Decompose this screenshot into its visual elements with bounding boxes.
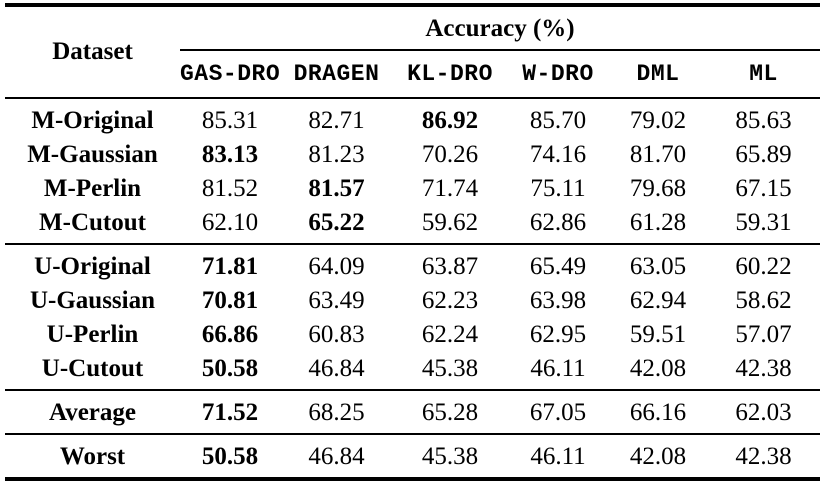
value-cell: 46.84 xyxy=(308,443,365,470)
value-cell: 46.84 xyxy=(308,355,365,382)
table-section: Worst 50.58 46.84 45.38 46.11 42.08 42.38 xyxy=(5,434,820,479)
dataset-column-header: Dataset xyxy=(52,38,133,65)
group-header-row: Dataset Accuracy (%) xyxy=(5,5,820,65)
value-cell: 62.03 xyxy=(735,399,792,426)
value-cell: 61.28 xyxy=(629,209,687,236)
value-cell: 81.52 xyxy=(201,175,259,202)
value-cell: 81.23 xyxy=(308,141,365,168)
row-label: U-Perlin xyxy=(46,321,139,348)
row-label: U-Original xyxy=(34,253,151,280)
value-cell: 83.13 xyxy=(201,141,259,168)
value-cell: 45.38 xyxy=(421,355,479,382)
value-cell: 62.95 xyxy=(529,321,587,348)
row-label: M-Cutout xyxy=(39,209,146,236)
table-row: U-Perlin 66.86 60.83 62.24 62.95 59.51 57.07 xyxy=(5,318,820,352)
column-header-ml: ML xyxy=(749,61,778,87)
value-cell: 63.87 xyxy=(421,253,479,280)
value-cell: 42.08 xyxy=(629,355,687,382)
row-label: U-Gaussian xyxy=(29,287,156,314)
value-cell: 62.94 xyxy=(629,287,687,314)
value-cell: 66.86 xyxy=(201,321,259,348)
value-cell: 67.15 xyxy=(735,175,792,202)
table-row: U-Original 71.81 64.09 63.87 65.49 63.05 60.22 xyxy=(5,244,820,284)
value-cell: 62.10 xyxy=(201,209,259,236)
value-cell: 46.11 xyxy=(530,355,586,382)
value-cell: 65.49 xyxy=(529,253,587,280)
table-row: M-Perlin 81.52 81.57 71.74 75.11 79.68 67.15 xyxy=(5,172,820,206)
value-cell: 67.05 xyxy=(529,399,587,426)
value-cell: 60.22 xyxy=(735,253,792,280)
value-cell: 42.38 xyxy=(735,355,792,382)
value-cell: 70.81 xyxy=(201,287,259,314)
column-header-kl-dro: KL-DRO xyxy=(407,61,493,87)
value-cell: 50.58 xyxy=(201,355,259,382)
value-cell: 85.31 xyxy=(201,107,259,134)
column-header-gas-dro: GAS-DRO xyxy=(180,61,281,87)
value-cell: 59.31 xyxy=(735,209,792,236)
table-section: M-Original 85.31 82.71 86.92 85.70 79.02 85.63… xyxy=(5,98,820,244)
value-cell: 65.89 xyxy=(735,141,792,168)
value-cell: 42.38 xyxy=(735,443,792,470)
value-cell: 74.16 xyxy=(529,141,587,168)
method-header-row: GAS-DRO DRAGEN KL-DRO W-DRO DML ML xyxy=(5,50,820,98)
row-label: Average xyxy=(49,399,136,426)
value-cell: 64.09 xyxy=(308,253,365,280)
row-label: M-Original xyxy=(31,107,154,134)
value-cell: 79.02 xyxy=(629,107,687,134)
value-cell: 50.58 xyxy=(201,443,259,470)
row-label: U-Cutout xyxy=(41,355,144,382)
value-cell: 79.68 xyxy=(629,175,687,202)
value-cell: 68.25 xyxy=(308,399,365,426)
value-cell: 59.62 xyxy=(421,209,479,236)
table-section: Average 71.52 68.25 65.28 67.05 66.16 62.03 xyxy=(5,390,820,434)
value-cell: 75.11 xyxy=(530,175,586,202)
value-cell: 60.83 xyxy=(308,321,365,348)
row-label: Worst xyxy=(59,443,126,470)
value-cell: 65.22 xyxy=(308,209,365,236)
table-row: M-Original 85.31 82.71 86.92 85.70 79.02 85.63 xyxy=(5,98,820,138)
row-label: M-Gaussian xyxy=(27,141,158,168)
value-cell: 59.51 xyxy=(629,321,687,348)
row-label: M-Perlin xyxy=(43,175,142,202)
value-cell: 63.49 xyxy=(308,287,365,314)
accuracy-table: Dataset Accuracy (%) GAS-DRO DRAGEN KL-D… xyxy=(5,3,820,481)
value-cell: 85.63 xyxy=(735,107,792,134)
value-cell: 62.24 xyxy=(421,321,479,348)
table-row: U-Cutout 50.58 46.84 45.38 46.11 42.08 42.38 xyxy=(5,352,820,390)
value-cell: 85.70 xyxy=(529,107,587,134)
table-row: Average 71.52 68.25 65.28 67.05 66.16 62.03 xyxy=(5,390,820,434)
value-cell: 86.92 xyxy=(421,107,479,134)
value-cell: 45.38 xyxy=(421,443,479,470)
column-header-w-dro: W-DRO xyxy=(522,61,594,87)
value-cell: 71.74 xyxy=(421,175,479,202)
column-header-dragen: DRAGEN xyxy=(293,61,380,87)
table-section: U-Original 71.81 64.09 63.87 65.49 63.05 60.22… xyxy=(5,244,820,390)
accuracy-group-header: Accuracy (%) xyxy=(180,5,820,51)
value-cell: 71.52 xyxy=(201,399,259,426)
value-cell: 81.57 xyxy=(308,175,365,202)
value-cell: 58.62 xyxy=(735,287,792,314)
table-row: M-Gaussian 83.13 81.23 70.26 74.16 81.70 65.89 xyxy=(5,138,820,172)
table-header: Dataset Accuracy (%) GAS-DRO DRAGEN KL-D… xyxy=(5,5,820,98)
value-cell: 65.28 xyxy=(421,399,479,426)
table-row: U-Gaussian 70.81 63.49 62.23 63.98 62.94 58.62 xyxy=(5,284,820,318)
value-cell: 62.23 xyxy=(421,287,479,314)
value-cell: 63.98 xyxy=(529,287,587,314)
table-row: M-Cutout 62.10 65.22 59.62 62.86 61.28 59.31 xyxy=(5,206,820,244)
value-cell: 70.26 xyxy=(421,141,479,168)
value-cell: 82.71 xyxy=(308,107,365,134)
value-cell: 66.16 xyxy=(629,399,687,426)
value-cell: 57.07 xyxy=(735,321,792,348)
value-cell: 62.86 xyxy=(529,209,587,236)
column-header-dml: DML xyxy=(636,61,680,87)
value-cell: 71.81 xyxy=(201,253,259,280)
value-cell: 46.11 xyxy=(530,443,586,470)
value-cell: 81.70 xyxy=(629,141,687,168)
value-cell: 63.05 xyxy=(629,253,687,280)
value-cell: 42.08 xyxy=(629,443,687,470)
table-row: Worst 50.58 46.84 45.38 46.11 42.08 42.38 xyxy=(5,434,820,479)
